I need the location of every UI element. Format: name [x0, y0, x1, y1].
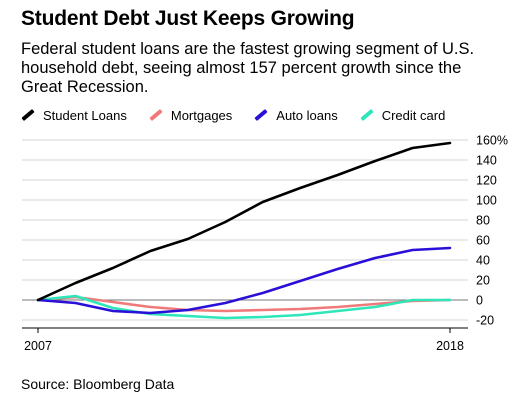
y-tick-label: 120: [476, 174, 497, 188]
legend-item: Mortgages: [149, 108, 232, 123]
legend-item: Credit card: [360, 107, 446, 123]
series-line-mortgages: [36, 295, 452, 313]
y-tick-label: 40: [476, 254, 490, 268]
x-tick-label: 2018: [436, 339, 464, 353]
y-tick-label: 80: [476, 214, 490, 228]
legend-label: Student Loans: [43, 107, 127, 123]
y-tick-label: -20: [476, 314, 494, 328]
y-tick-label: 20: [476, 274, 490, 288]
chart-legend: Student Loans Mortgages Auto loans Credit c…: [21, 106, 467, 124]
series-line-auto-loans: [36, 246, 452, 315]
legend-item: Student Loans: [21, 108, 127, 123]
x-tick-label: 2007: [24, 339, 52, 353]
y-tick-label: 100: [476, 194, 497, 208]
series-line-credit-card: [36, 294, 452, 320]
y-tick-label: 60: [476, 234, 490, 248]
y-tick-label: 0: [476, 294, 483, 308]
legend-item: Auto loans: [254, 107, 338, 123]
y-tick-label: 140: [476, 154, 497, 168]
chart-title: Student Debt Just Keeps Growing: [21, 7, 355, 30]
source-note: Source: Bloomberg Data: [21, 376, 175, 392]
legend-label: Mortgages: [170, 107, 233, 123]
chart-subtitle: Federal student loans are the fastest gr…: [21, 40, 475, 96]
legend-label: Credit card: [381, 107, 446, 123]
legend-label: Auto loans: [276, 107, 338, 123]
y-tick-label: 160%: [476, 134, 508, 148]
series-line-student-loans: [36, 141, 452, 302]
